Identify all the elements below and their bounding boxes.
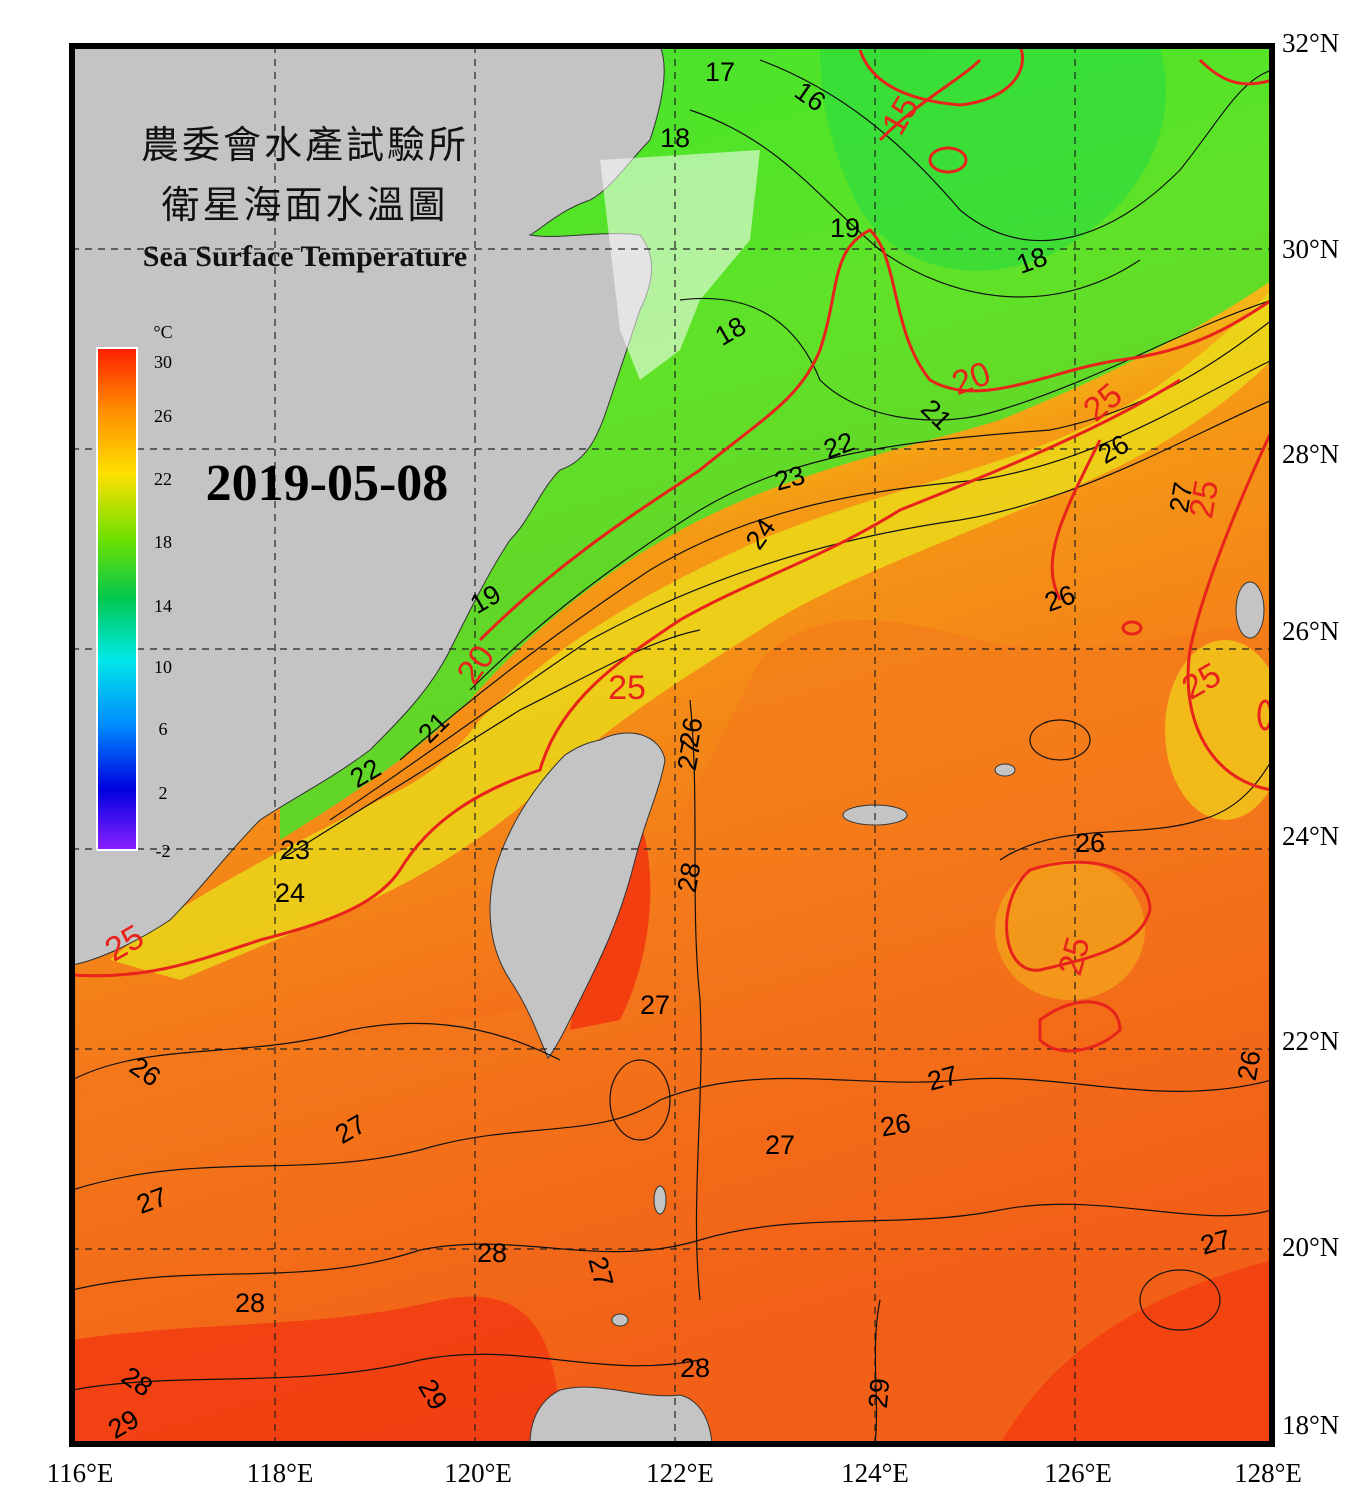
map-frame (69, 43, 1275, 1447)
isotherm-label: 24 (275, 878, 305, 908)
colorbar-tick-label: 18 (154, 532, 172, 552)
isotherm-label: 26 (1232, 1048, 1267, 1083)
colorbar-tick-label: 26 (154, 406, 172, 426)
longitude-label: 116°E (47, 1458, 114, 1488)
colorbar-tick-label: 2 (159, 783, 168, 803)
isotherm-label: 28 (477, 1238, 507, 1268)
isotherm-label: 23 (280, 835, 310, 865)
isotherm-label: 28 (680, 1353, 710, 1383)
sea-field (72, 46, 1272, 1444)
china-landmass (72, 46, 665, 966)
taiwan-landmass (489, 732, 666, 1059)
red-isotherms (72, 46, 1272, 1053)
latitude-label: 32°N (1282, 28, 1339, 58)
isotherm-label: 26 (674, 715, 709, 750)
title-chinese-agency: 農委會水產試驗所 (141, 123, 469, 167)
colorbar-gradient (96, 347, 138, 851)
colorbar-tick-label: -2 (156, 841, 171, 861)
colorbar-tick-label: 10 (154, 657, 172, 677)
okinawa-island (994, 763, 1016, 777)
isotherm-label: 17 (705, 57, 735, 87)
isotherm-label-red: 25 (608, 669, 646, 707)
luzon-landmass (529, 1386, 713, 1444)
colorbar: °C 30 26 22 18 14 10 6 2 -2 (96, 322, 173, 861)
longitude-label: 120°E (444, 1458, 512, 1488)
isotherm-label: 27 (765, 1130, 795, 1160)
graticule (72, 46, 1272, 1444)
longitude-label: 126°E (1044, 1458, 1112, 1488)
colorbar-tick-label: 6 (159, 719, 168, 739)
batanes-island (653, 1185, 667, 1215)
longitude-label: 118°E (247, 1458, 314, 1488)
babuyan-island (611, 1313, 629, 1327)
colorbar-tick-label: 14 (154, 596, 172, 616)
colorbar-unit: °C (153, 322, 172, 342)
latitude-label: 30°N (1282, 234, 1339, 264)
longitude-label: 122°E (646, 1458, 714, 1488)
isotherm-label: 27 (672, 738, 707, 773)
isotherm-label: 28 (672, 860, 707, 895)
isotherm-label: 29 (863, 1377, 896, 1410)
latitude-label: 28°N (1282, 439, 1339, 469)
latitude-label: 20°N (1282, 1232, 1339, 1262)
isotherm-label: 27 (1164, 480, 1199, 515)
latitude-label: 18°N (1282, 1410, 1339, 1440)
title-english: Sea Surface Temperature (143, 240, 467, 273)
latitude-label: 24°N (1282, 821, 1339, 851)
latitude-labels: 32°N 30°N 28°N 26°N 24°N 22°N 20°N 18°N (1282, 28, 1339, 1440)
colorbar-ticks: 30 26 22 18 14 10 6 2 -2 (154, 352, 172, 861)
title-chinese-map: 衛星海面水溫圖 (161, 183, 448, 227)
date-label: 2019-05-08 (206, 455, 449, 512)
east-island (1235, 581, 1265, 639)
colorbar-tick-label: 22 (154, 469, 172, 489)
longitude-labels: 116°E 118°E 120°E 122°E 124°E 126°E 128°E (47, 1458, 1302, 1488)
isotherm-label: 27 (640, 990, 670, 1020)
longitude-label: 128°E (1234, 1458, 1302, 1488)
isotherm-label: 18 (660, 123, 690, 153)
isotherm-label: 19 (830, 213, 860, 243)
latitude-label: 26°N (1282, 616, 1339, 646)
longitude-label: 124°E (841, 1458, 909, 1488)
isotherm-label: 26 (1075, 828, 1105, 858)
isotherm-label-red: 25 (1182, 477, 1226, 521)
isotherm-label: 26 (878, 1108, 913, 1143)
latitude-label: 22°N (1282, 1026, 1339, 1056)
isotherm-label: 28 (235, 1288, 265, 1318)
colorbar-tick-label: 30 (154, 352, 172, 372)
